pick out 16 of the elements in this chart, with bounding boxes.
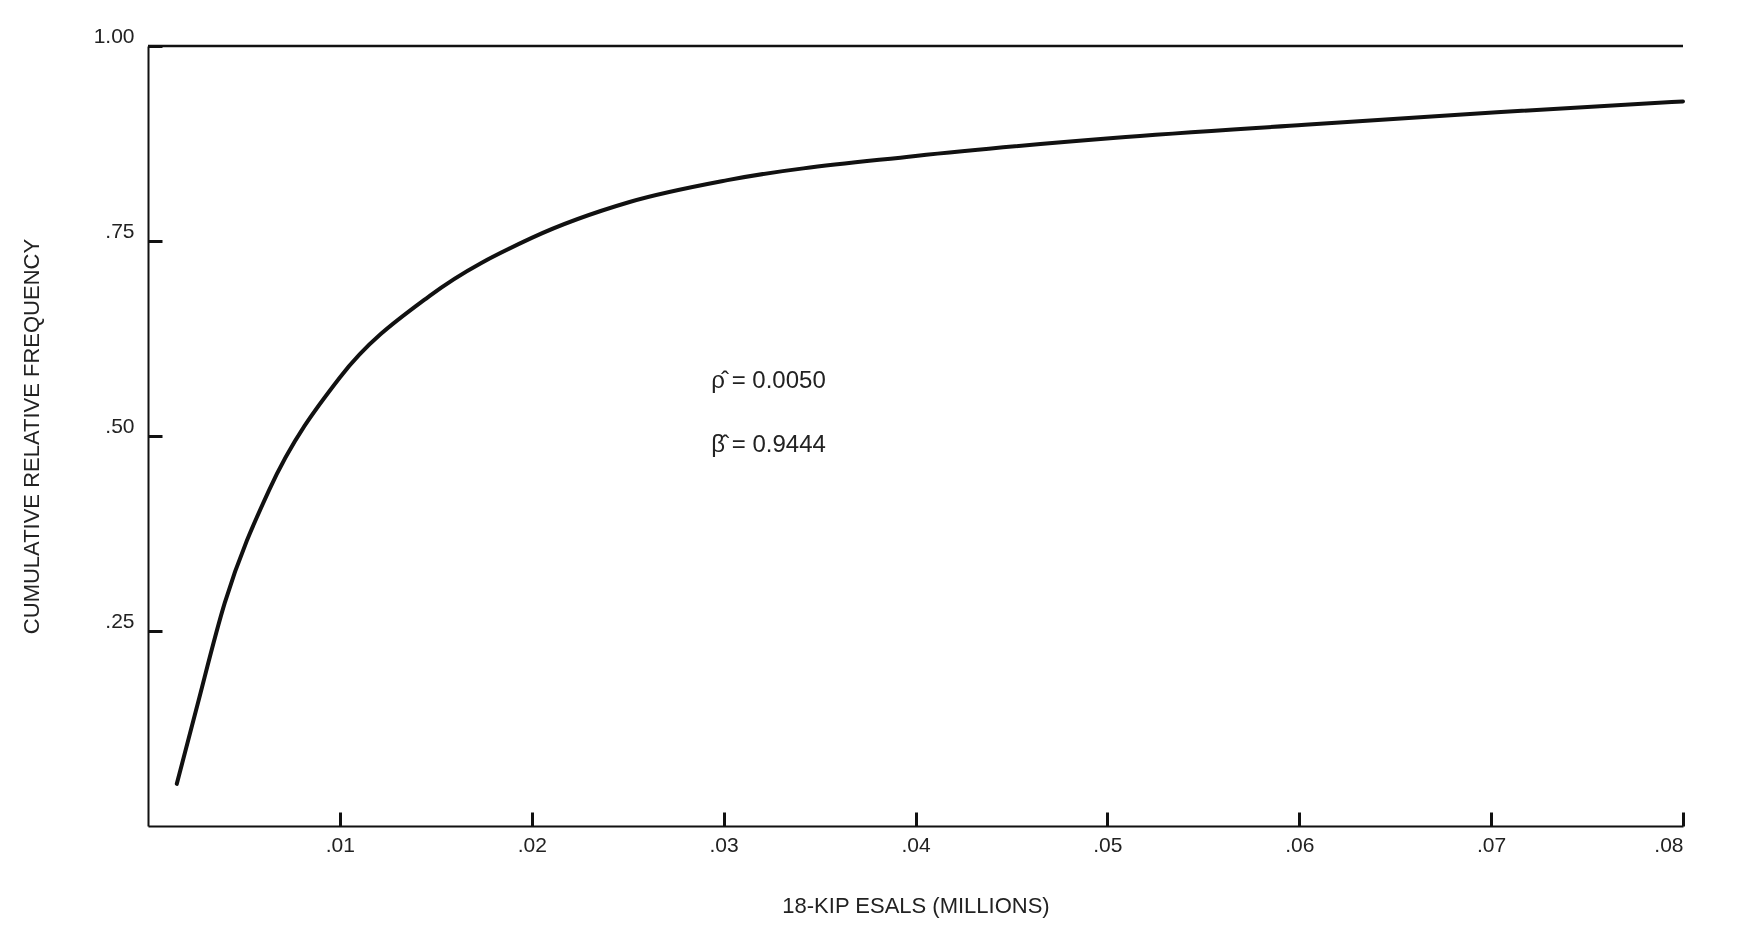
x-tick-label: .04 <box>901 832 931 856</box>
y-tick-label: .50 <box>105 413 135 437</box>
x-tick-label: .01 <box>325 832 355 856</box>
y-tick-label: .75 <box>105 218 135 242</box>
y-tick-label: 1.00 <box>93 23 135 47</box>
annotation: β̂ = 0.9444 <box>711 430 826 458</box>
x-tick-label: .08 <box>1654 832 1684 856</box>
x-axis-title: 18-KIP ESALS (MILLIONS) <box>782 892 1050 918</box>
y-axis-title: CUMULATIVE RELATIVE FREQUENCY <box>18 238 44 635</box>
annotation: ρ̂ = 0.0050 <box>711 366 826 394</box>
x-tick-label: .07 <box>1477 832 1507 856</box>
x-tick-label: .02 <box>517 832 547 856</box>
x-tick-label: .03 <box>709 832 739 856</box>
x-tick-label: .06 <box>1285 832 1315 856</box>
y-tick-label: .25 <box>105 608 135 632</box>
x-tick-label: .05 <box>1093 832 1123 856</box>
